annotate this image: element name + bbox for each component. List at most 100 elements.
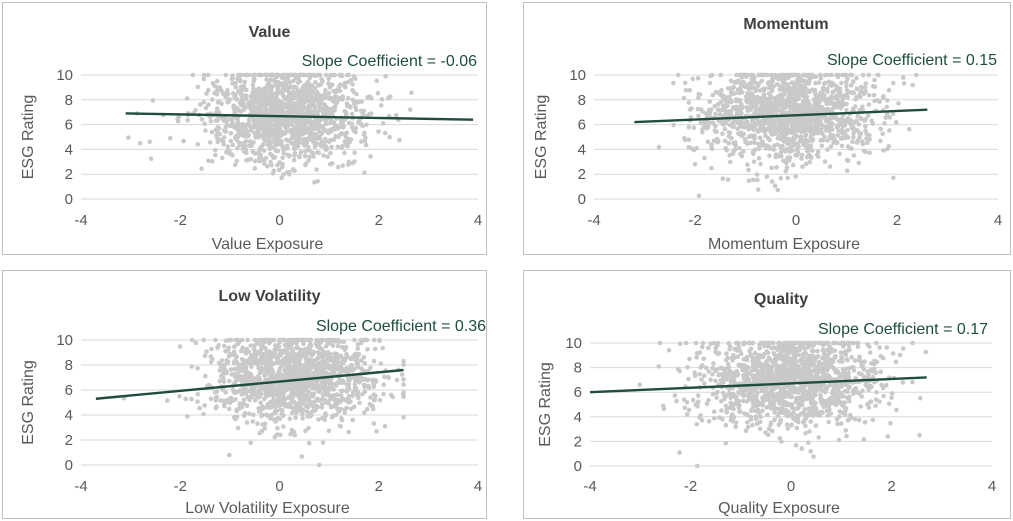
- data-point: [209, 359, 214, 365]
- data-point: [726, 140, 731, 146]
- data-point: [147, 139, 153, 145]
- data-point: [867, 133, 872, 138]
- data-point: [783, 169, 788, 174]
- data-point: [776, 124, 781, 129]
- data-point: [891, 80, 896, 86]
- data-point: [349, 111, 355, 117]
- data-point: [713, 368, 718, 373]
- data-point: [326, 401, 332, 406]
- data-point: [330, 413, 336, 419]
- data-point: [887, 128, 892, 133]
- data-point: [409, 90, 414, 96]
- data-point: [718, 100, 724, 105]
- data-point: [834, 140, 840, 145]
- data-point: [757, 88, 763, 93]
- data-point: [760, 108, 766, 113]
- data-point: [277, 375, 283, 380]
- data-point: [700, 109, 705, 114]
- data-point: [790, 162, 796, 168]
- data-point: [250, 95, 255, 100]
- data-point: [239, 392, 245, 397]
- data-point: [280, 387, 286, 393]
- data-point: [885, 434, 891, 439]
- data-point: [881, 148, 886, 153]
- data-point: [281, 402, 287, 407]
- data-point: [889, 391, 895, 396]
- data-point: [766, 80, 771, 85]
- data-point: [829, 122, 835, 127]
- data-point: [272, 410, 278, 415]
- data-point: [760, 140, 765, 146]
- data-point: [839, 143, 845, 149]
- data-point: [274, 94, 279, 100]
- data-point: [269, 129, 274, 134]
- y-tick-label: 0: [578, 191, 586, 208]
- data-point: [720, 103, 726, 109]
- data-point: [787, 155, 793, 160]
- data-point: [822, 81, 827, 87]
- data-point: [762, 352, 767, 357]
- y-tick-label: 10: [569, 67, 586, 84]
- data-point: [233, 84, 239, 90]
- data-point: [760, 399, 766, 404]
- data-point: [345, 382, 350, 388]
- data-point: [344, 351, 349, 357]
- data-point: [690, 76, 696, 82]
- data-point: [303, 127, 308, 133]
- data-point: [202, 353, 208, 358]
- data-point: [261, 116, 267, 121]
- data-point: [883, 115, 888, 120]
- data-point: [225, 91, 231, 97]
- data-point: [326, 76, 332, 82]
- data-point: [861, 437, 867, 442]
- data-point: [310, 108, 316, 114]
- data-point: [295, 403, 300, 409]
- data-point: [275, 425, 280, 431]
- data-point: [256, 156, 262, 161]
- x-tick-label: -4: [74, 212, 87, 229]
- data-point: [374, 429, 379, 434]
- data-point: [263, 155, 269, 161]
- data-point: [305, 366, 311, 372]
- x-axis-label: Momentum Exposure: [708, 236, 860, 253]
- data-point: [782, 105, 788, 111]
- data-point: [222, 135, 227, 140]
- data-point: [329, 161, 335, 166]
- data-point: [286, 337, 291, 343]
- data-point: [265, 365, 270, 370]
- data-point: [361, 132, 367, 137]
- data-point: [711, 138, 717, 144]
- x-tick-label: 2: [375, 478, 383, 495]
- data-point: [842, 340, 847, 346]
- data-point: [275, 343, 281, 348]
- data-point: [272, 106, 277, 112]
- data-point: [246, 349, 252, 354]
- data-point: [779, 109, 784, 115]
- y-axis-label: ESG Rating: [533, 95, 550, 179]
- data-point: [257, 72, 263, 78]
- data-point: [848, 82, 854, 88]
- data-point: [900, 380, 906, 385]
- data-point: [757, 346, 762, 351]
- data-point: [810, 138, 815, 144]
- data-point: [275, 80, 280, 85]
- data-point: [289, 103, 295, 109]
- data-point: [386, 374, 391, 380]
- data-point: [790, 107, 795, 113]
- data-point: [772, 417, 777, 423]
- data-point: [695, 75, 701, 81]
- data-point: [270, 83, 276, 89]
- data-point: [307, 82, 312, 87]
- data-point: [242, 72, 248, 78]
- data-point: [299, 337, 304, 343]
- data-point: [291, 85, 297, 90]
- data-point: [292, 388, 297, 394]
- data-point: [834, 72, 840, 78]
- data-point: [686, 137, 692, 142]
- data-point: [281, 172, 286, 177]
- data-point: [362, 410, 367, 415]
- data-point: [795, 145, 800, 150]
- data-point: [261, 361, 267, 366]
- data-point: [401, 415, 406, 420]
- data-point: [165, 398, 170, 403]
